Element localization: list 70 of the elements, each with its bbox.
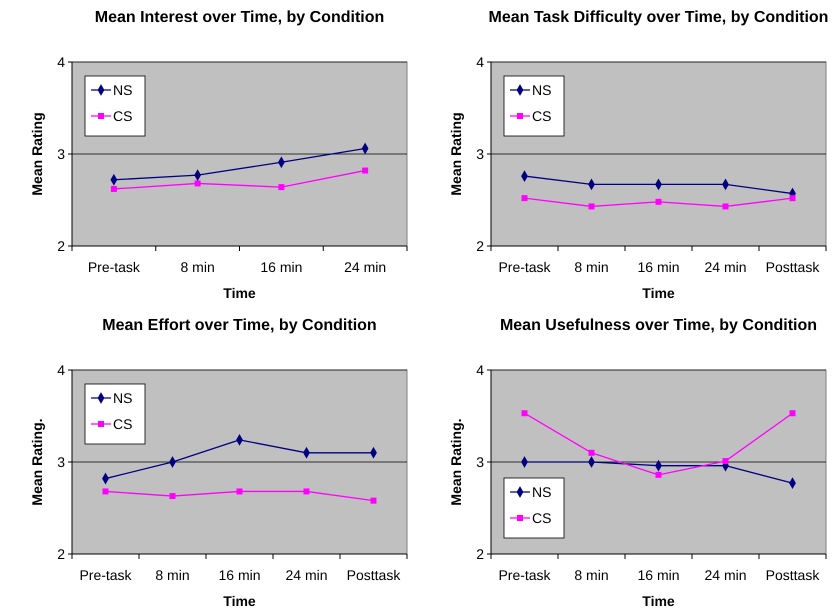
x-tick-label: 16 min [260, 259, 302, 275]
point [170, 493, 176, 500]
chart-title: Mean Task Difficulty over Time, by Condition [488, 9, 828, 26]
point [278, 184, 284, 190]
x-tick-label: 8 min [180, 259, 215, 275]
legend-label: NS [532, 82, 552, 98]
point [722, 458, 728, 464]
x-tick-label: 24 min [285, 567, 328, 583]
x-tick-label: Pre-task [498, 567, 552, 583]
point [102, 488, 108, 494]
x-tick-label: 24 min [704, 259, 747, 275]
y-axis-title: Mean Rating [29, 112, 45, 196]
y-tick-label: 4 [57, 54, 66, 70]
y-tick-label: 2 [476, 238, 484, 254]
x-tick-label: 24 min [704, 567, 747, 583]
x-tick-label: Posttask [346, 567, 402, 583]
x-tick-label: Pre-task [79, 567, 133, 583]
x-tick-label: 16 min [637, 259, 680, 275]
point [790, 195, 796, 202]
y-axis-title: Mean Rating. [448, 418, 464, 506]
point [522, 410, 528, 416]
x-tick-label: 8 min [574, 567, 609, 583]
point [370, 498, 376, 504]
x-tick-label: 16 min [218, 567, 261, 583]
y-tick-label: 3 [476, 146, 484, 162]
x-tick-label: 8 min [574, 259, 609, 275]
legend-label: NS [532, 484, 552, 500]
point [588, 450, 594, 456]
point [522, 195, 528, 202]
legend-label: CS [113, 108, 132, 124]
chart-title: Mean Usefulness over Time, by Condition [500, 317, 818, 334]
y-tick-label: 4 [57, 362, 66, 378]
y-tick-label: 2 [476, 546, 484, 562]
point [304, 488, 310, 494]
point [656, 472, 662, 478]
x-tick-label: 24 min [344, 259, 386, 275]
x-axis-title: Time [642, 285, 675, 301]
x-axis-title: Time [223, 285, 256, 301]
x-axis-title: Time [223, 593, 256, 609]
point [656, 198, 662, 205]
y-tick-label: 4 [476, 54, 484, 70]
x-tick-label: Pre-task [88, 259, 141, 275]
point [110, 186, 117, 192]
point [588, 203, 594, 210]
legend-label: NS [113, 390, 132, 406]
y-tick-label: 3 [57, 146, 66, 162]
y-tick-label: 2 [57, 546, 66, 562]
y-axis-title: Mean Rating. [29, 418, 45, 506]
point [362, 168, 368, 174]
point [790, 410, 796, 416]
x-axis-title: Time [642, 593, 675, 609]
chart-title: Mean Interest over Time, by Condition [94, 9, 384, 26]
chart-title: Mean Effort over Time, by Condition [102, 317, 377, 334]
legend-label: NS [113, 82, 132, 98]
y-axis-title: Mean Rating [448, 112, 464, 196]
x-tick-label: Posttask [766, 567, 820, 583]
x-tick-label: Pre-task [498, 259, 552, 275]
legend-label: CS [113, 416, 132, 432]
point [194, 180, 201, 186]
y-tick-label: 4 [476, 362, 484, 378]
y-tick-label: 2 [57, 238, 66, 254]
legend-label: CS [532, 510, 552, 526]
point [722, 203, 728, 210]
legend-label: CS [532, 108, 552, 124]
y-tick-label: 3 [476, 454, 484, 470]
point [236, 488, 242, 494]
x-tick-label: Posttask [766, 259, 820, 275]
y-tick-label: 3 [57, 454, 66, 470]
x-tick-label: 8 min [155, 567, 190, 583]
x-tick-label: 16 min [637, 567, 680, 583]
